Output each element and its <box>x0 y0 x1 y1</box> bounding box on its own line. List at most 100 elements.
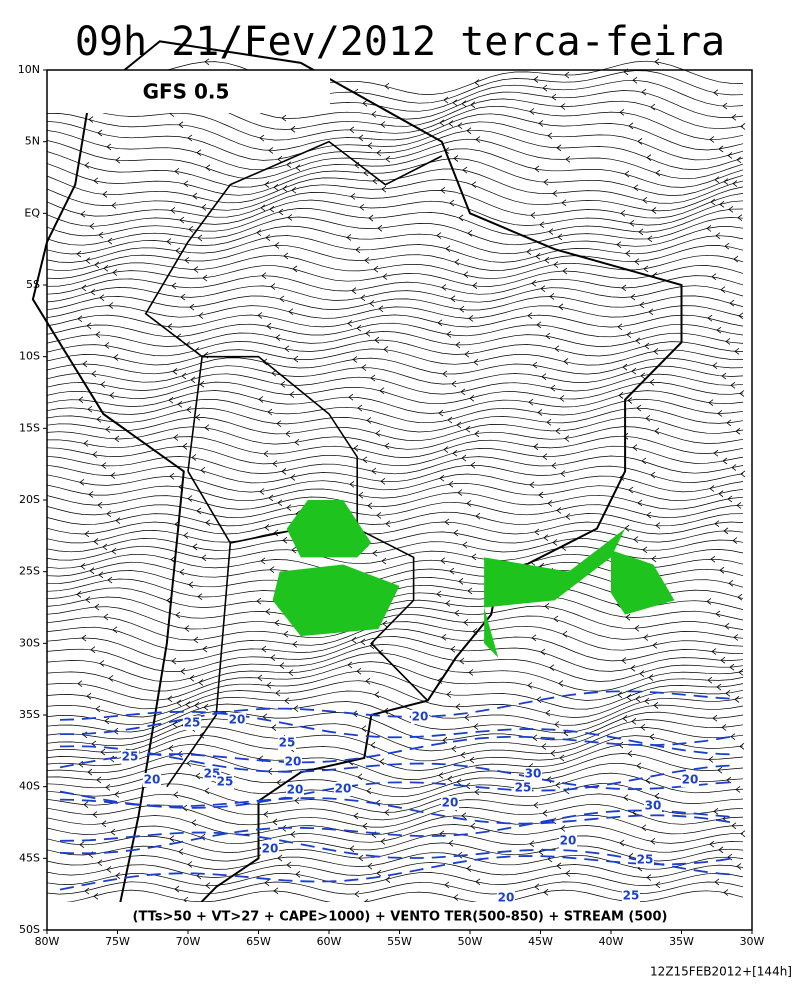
lon-label: 65W <box>246 935 271 948</box>
stream-arrow <box>727 853 733 861</box>
stream-arrow <box>107 237 113 245</box>
streamline <box>46 621 744 651</box>
stream-arrow <box>99 660 105 667</box>
stream-arrow <box>202 645 208 653</box>
stream-arrow <box>256 229 262 237</box>
stream-arrow <box>292 640 298 648</box>
stream-arrow <box>369 300 375 307</box>
stream-arrow <box>455 703 461 711</box>
stream-arrow <box>634 258 640 265</box>
stream-arrow <box>648 674 654 681</box>
stream-arrow <box>711 648 717 655</box>
contour-label-bg <box>636 853 654 867</box>
stream-arrow <box>438 772 444 779</box>
stream-arrow <box>532 734 538 742</box>
stream-arrow <box>474 430 480 438</box>
stream-arrow <box>268 147 274 154</box>
stream-arrow <box>464 350 470 358</box>
stream-arrow <box>550 749 556 757</box>
stream-arrow <box>267 408 273 416</box>
stream-arrow <box>83 440 89 447</box>
streamline <box>46 416 744 442</box>
stream-arrow <box>189 303 195 311</box>
stream-arrow <box>531 279 537 287</box>
stream-arrow <box>85 257 91 264</box>
streamline <box>46 435 744 458</box>
stream-arrow <box>366 787 372 795</box>
stream-arrow <box>265 608 271 615</box>
stream-arrow <box>451 380 457 388</box>
stream-arrow <box>351 636 357 644</box>
stream-arrow <box>170 207 176 214</box>
stream-arrow <box>460 751 466 759</box>
stream-arrow <box>727 495 733 503</box>
stream-arrow <box>181 372 187 380</box>
stream-arrow <box>459 305 465 313</box>
stream-arrow <box>720 656 726 664</box>
contour-label: 20 <box>285 755 302 769</box>
stream-arrow <box>258 396 264 403</box>
stream-arrow <box>641 88 647 96</box>
stream-arrow <box>371 111 377 118</box>
stream-arrow <box>189 674 195 682</box>
stream-arrow <box>463 271 469 279</box>
stream-arrow <box>277 155 283 163</box>
stream-arrow <box>272 460 278 468</box>
stream-arrow <box>628 122 634 130</box>
stream-arrow <box>733 634 739 641</box>
stream-arrow <box>543 888 549 896</box>
stream-arrow <box>439 119 445 127</box>
stream-arrow <box>564 71 570 79</box>
stream-arrow <box>187 861 193 868</box>
stream-arrow <box>168 744 174 752</box>
stream-arrow <box>78 760 84 768</box>
stream-arrow <box>739 390 745 397</box>
stream-arrow <box>186 406 192 413</box>
stream-arrow <box>204 58 210 66</box>
stream-arrow <box>736 502 742 509</box>
stream-arrow <box>726 776 732 784</box>
stream-arrow <box>734 696 740 703</box>
streamline <box>46 138 744 180</box>
contour-label: 30 <box>525 767 542 781</box>
stream-arrow <box>172 368 178 375</box>
stream-arrow <box>443 96 449 104</box>
stream-arrow <box>554 345 560 353</box>
contour-label: 20 <box>442 796 459 810</box>
stream-arrow <box>542 453 548 461</box>
lat-label: 5S <box>26 278 40 291</box>
stream-arrow <box>641 457 647 465</box>
contour-label: 20 <box>412 710 429 724</box>
stream-arrow <box>270 654 276 662</box>
stream-arrow <box>723 178 729 185</box>
stream-arrow <box>539 221 545 229</box>
stream-arrow <box>470 461 476 469</box>
stream-arrow <box>275 689 281 697</box>
stream-arrow <box>273 887 279 895</box>
stream-arrow <box>618 392 624 399</box>
stream-arrow <box>712 714 718 722</box>
stream-arrow <box>277 499 283 507</box>
stream-arrow <box>542 809 548 817</box>
stream-arrow <box>100 748 106 756</box>
stream-arrow <box>446 691 452 698</box>
stream-arrow <box>383 346 389 353</box>
streamline <box>46 501 744 519</box>
stream-arrow <box>707 676 713 684</box>
stream-arrow <box>639 301 645 309</box>
streamline <box>46 305 744 319</box>
stream-arrow <box>655 169 661 177</box>
stream-arrow <box>380 838 386 845</box>
stream-arrow <box>634 624 640 632</box>
streamline <box>46 381 744 405</box>
contour-label-bg <box>644 799 662 813</box>
stream-arrow <box>93 538 99 545</box>
stream-arrow <box>185 701 191 708</box>
stream-arrow <box>183 180 189 188</box>
stream-arrow <box>464 714 470 721</box>
stream-arrow <box>85 596 91 604</box>
stream-arrow <box>440 186 446 194</box>
stream-arrow <box>643 634 649 641</box>
map-title: 09h 21/Fev/2012 terca-feira <box>75 19 725 65</box>
stream-arrow <box>380 121 386 128</box>
